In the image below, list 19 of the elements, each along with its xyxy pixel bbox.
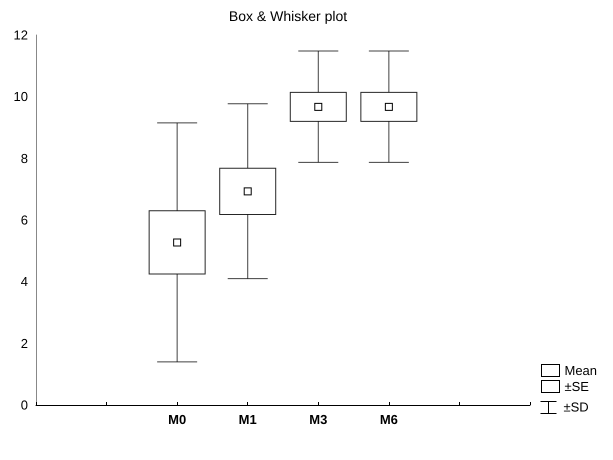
y-tick-label: 6 — [20, 212, 28, 228]
point — [384, 102, 393, 111]
y-tick-label: 4 — [20, 274, 28, 290]
y-tick-label: 10 — [14, 89, 28, 104]
y-tick-label: 12 — [14, 28, 28, 42]
legend-label: ±SE — [564, 379, 590, 394]
x-tick-label: M1 — [238, 412, 257, 427]
x-tick-label: M6 — [380, 412, 398, 427]
x-tick-label: M0 — [168, 412, 186, 427]
point — [244, 187, 252, 196]
x-tick-label: M3 — [309, 412, 328, 427]
text: ±SD — [564, 400, 589, 414]
chart-title: Box & Whisker plot — [228, 8, 348, 24]
point — [173, 238, 182, 247]
y-tick-label: 0 — [20, 398, 28, 412]
point — [314, 102, 322, 111]
legend-label: Mean — [564, 363, 598, 378]
y-tick-label: 8 — [20, 150, 28, 166]
y-tick-label: 2 — [20, 336, 28, 351]
